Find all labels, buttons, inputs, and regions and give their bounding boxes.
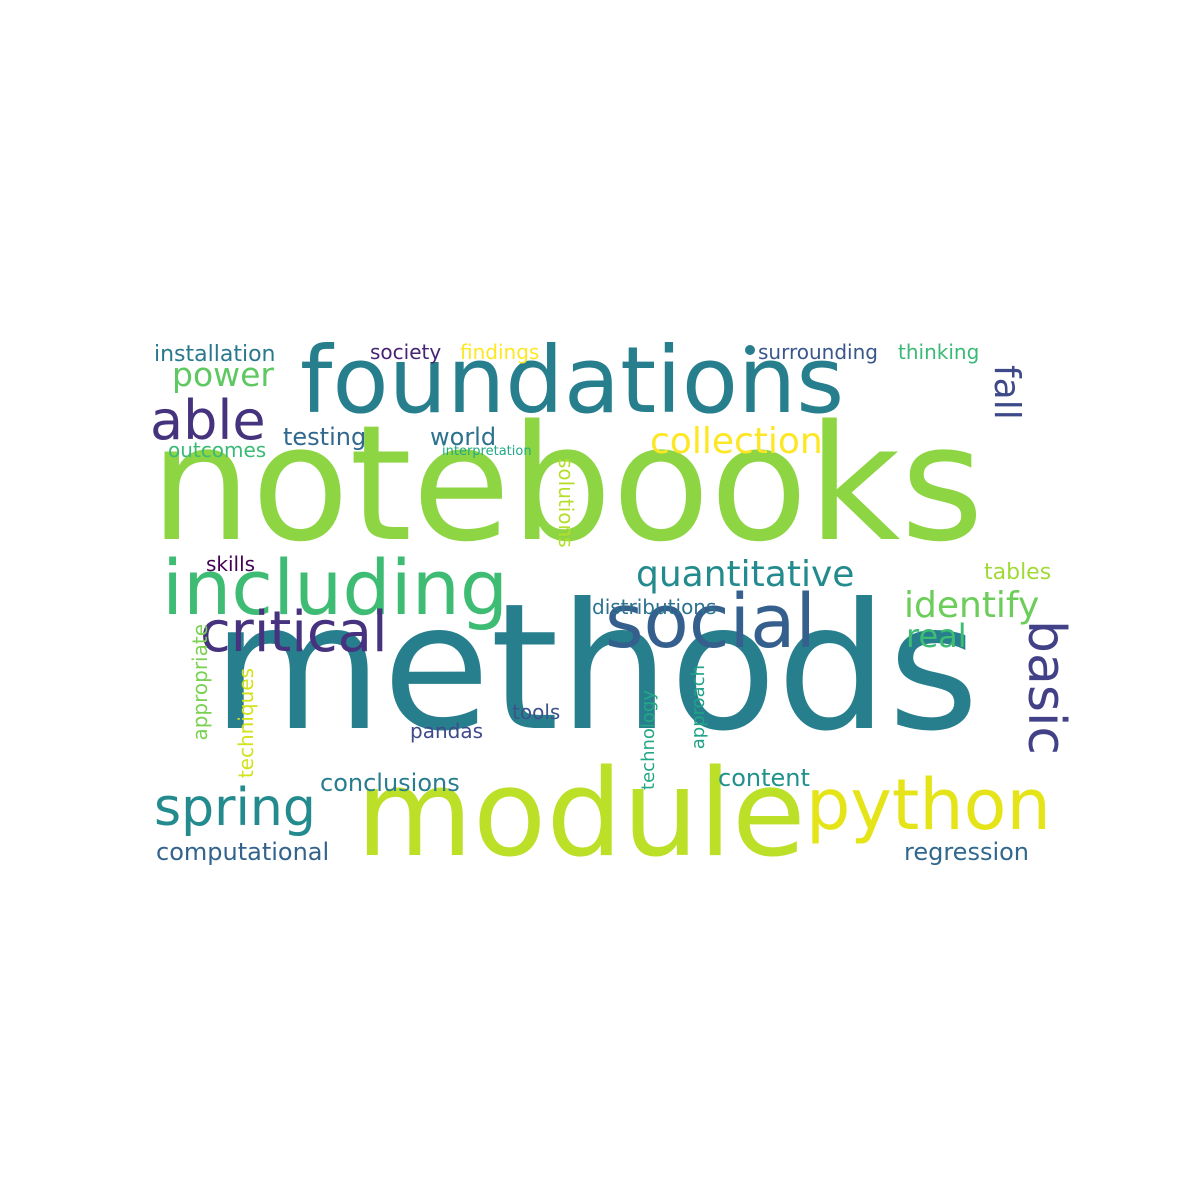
word-conclusions: conclusions xyxy=(320,769,460,797)
word-pandas: pandas xyxy=(410,719,483,743)
word-testing: testing xyxy=(283,423,367,451)
word-collection: collection xyxy=(650,421,823,462)
word-surrounding: surrounding xyxy=(758,340,878,364)
word-notebooks: notebooks xyxy=(150,390,984,577)
word-installation: installation xyxy=(154,342,276,367)
word-content: content xyxy=(718,764,810,792)
word-able: able xyxy=(150,389,266,452)
word-thinking: thinking xyxy=(898,340,980,364)
word-computational: computational xyxy=(156,838,330,866)
word-appropriate: appropriate xyxy=(188,624,212,741)
word-spring: spring xyxy=(154,778,316,838)
word-module: module xyxy=(356,745,806,884)
word-outcomes: outcomes xyxy=(168,438,267,462)
word-real: real xyxy=(906,617,967,655)
word-society: society xyxy=(370,340,442,364)
word-technology: technology xyxy=(638,690,659,790)
word-tools: tools xyxy=(512,700,561,724)
word-approach: approach xyxy=(688,665,709,750)
word-solutions: solutions xyxy=(554,458,578,548)
word-tables: tables xyxy=(984,560,1052,585)
word-python: python xyxy=(806,764,1051,846)
word-findings: findings xyxy=(460,340,540,364)
word-techniques: techniques xyxy=(234,668,258,779)
word-distributions: distributions xyxy=(592,595,717,619)
word-including: including xyxy=(162,543,509,632)
word-power: power xyxy=(172,355,274,394)
word-critical: critical xyxy=(200,600,388,665)
word-interpretation: interpretation xyxy=(442,444,532,459)
word-social: social xyxy=(605,579,816,665)
dot-mark xyxy=(745,345,755,355)
word-methods: methods xyxy=(212,567,979,770)
word-basic: basic xyxy=(1016,620,1076,756)
word-fall: fall xyxy=(986,365,1027,420)
word-regression: regression xyxy=(904,838,1030,866)
word-identify: identify xyxy=(904,585,1040,626)
word-quantitative: quantitative xyxy=(636,554,855,595)
word-world: world xyxy=(430,423,497,451)
word-skills: skills xyxy=(206,552,256,576)
